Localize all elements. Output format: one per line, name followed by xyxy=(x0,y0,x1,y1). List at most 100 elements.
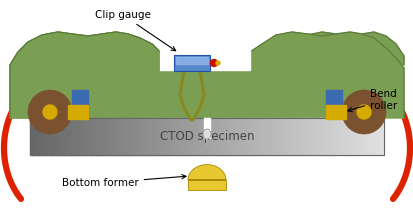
Bar xyxy=(176,57,207,64)
Bar xyxy=(282,118,285,155)
Bar xyxy=(348,118,351,155)
Bar xyxy=(291,118,294,155)
Bar xyxy=(315,118,318,155)
Bar xyxy=(77,118,80,155)
Bar xyxy=(261,118,263,155)
Bar xyxy=(280,118,282,155)
Polygon shape xyxy=(10,32,403,118)
Bar xyxy=(65,118,68,155)
Bar xyxy=(331,118,334,155)
Bar xyxy=(266,118,268,155)
Bar xyxy=(214,118,216,155)
Bar xyxy=(70,118,73,155)
Bar xyxy=(275,118,278,155)
Bar xyxy=(371,118,374,155)
Bar xyxy=(256,118,259,155)
Bar xyxy=(30,118,33,155)
Bar xyxy=(32,118,35,155)
Bar xyxy=(143,118,146,155)
Bar xyxy=(110,118,113,155)
Text: CTOD specimen: CTOD specimen xyxy=(159,130,254,143)
Bar xyxy=(211,118,214,155)
Bar xyxy=(159,118,162,155)
Bar xyxy=(195,118,197,155)
Bar xyxy=(284,118,287,155)
Bar xyxy=(240,118,242,155)
Bar xyxy=(122,118,125,155)
Bar xyxy=(119,118,122,155)
Bar xyxy=(112,118,115,155)
Bar xyxy=(93,118,96,155)
Bar xyxy=(79,118,82,155)
Bar xyxy=(178,118,181,155)
Bar xyxy=(324,118,327,155)
Bar xyxy=(42,118,45,155)
Bar xyxy=(206,118,209,155)
Bar xyxy=(68,105,88,119)
Bar xyxy=(345,118,348,155)
Bar xyxy=(376,118,379,155)
Bar xyxy=(35,118,38,155)
Bar xyxy=(364,118,367,155)
Bar xyxy=(273,118,275,155)
Bar xyxy=(305,118,308,155)
Bar xyxy=(84,118,87,155)
Bar xyxy=(51,118,54,155)
Bar xyxy=(374,118,377,155)
Bar xyxy=(44,118,47,155)
Bar xyxy=(197,118,200,155)
Bar xyxy=(294,118,297,155)
Bar xyxy=(352,118,355,155)
Bar xyxy=(270,118,273,155)
Bar xyxy=(233,118,235,155)
Bar xyxy=(228,118,230,155)
Bar xyxy=(202,118,205,155)
Bar xyxy=(296,118,299,155)
Bar xyxy=(183,118,186,155)
Bar xyxy=(303,118,306,155)
Bar xyxy=(164,118,167,155)
Text: Bend
roller: Bend roller xyxy=(347,89,396,112)
Bar xyxy=(190,118,193,155)
Circle shape xyxy=(43,105,57,119)
Bar xyxy=(169,118,172,155)
Bar xyxy=(301,118,304,155)
Bar xyxy=(199,118,202,155)
Polygon shape xyxy=(10,32,159,118)
Circle shape xyxy=(356,105,370,119)
Bar xyxy=(308,118,311,155)
Bar xyxy=(381,118,384,155)
Ellipse shape xyxy=(202,129,211,139)
Bar xyxy=(263,118,266,155)
Circle shape xyxy=(210,60,217,67)
Bar xyxy=(72,90,88,118)
Bar xyxy=(325,90,341,118)
Bar xyxy=(157,118,160,155)
Bar xyxy=(61,118,63,155)
Bar xyxy=(249,118,252,155)
Bar xyxy=(336,118,339,155)
Bar xyxy=(100,118,103,155)
Bar xyxy=(289,118,292,155)
Bar xyxy=(86,118,89,155)
Bar xyxy=(136,118,139,155)
Bar xyxy=(37,118,40,155)
Bar xyxy=(277,118,280,155)
Polygon shape xyxy=(188,165,225,180)
Bar xyxy=(204,118,207,155)
Bar xyxy=(362,118,365,155)
Bar xyxy=(310,118,313,155)
Bar xyxy=(367,118,370,155)
Bar xyxy=(327,118,330,155)
Bar xyxy=(117,118,120,155)
Bar xyxy=(225,118,228,155)
Bar xyxy=(72,118,75,155)
Bar xyxy=(338,118,341,155)
Bar xyxy=(216,118,219,155)
Bar xyxy=(343,118,346,155)
Bar xyxy=(152,118,155,155)
Bar xyxy=(378,118,381,155)
Bar xyxy=(159,22,249,70)
Bar xyxy=(268,118,271,155)
Bar xyxy=(223,118,226,155)
